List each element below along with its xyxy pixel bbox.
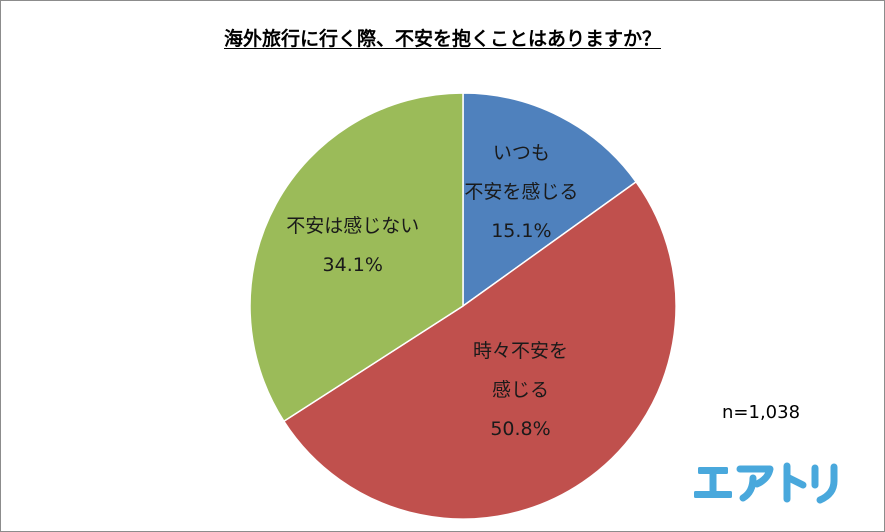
pie-slice-0-value-label: 15.1% <box>491 220 551 242</box>
pie-slice-2-category-label: 不安は感じない <box>286 215 419 237</box>
pie-slice-0-category-label: いつも <box>493 142 550 164</box>
pie-slice-1 <box>282 180 677 520</box>
sample-size-note: n=1,038 <box>722 402 801 423</box>
pie-slice-0 <box>462 92 638 308</box>
pie-slice-2 <box>249 92 464 423</box>
pie-slice-1-category-label: 感じる <box>492 379 549 401</box>
airtrip-logo <box>694 462 838 504</box>
chart-title: 海外旅行に行く際、不安を抱くことはありますか？ <box>0 24 885 51</box>
pie-slice-2-value-label: 34.1% <box>323 254 383 276</box>
pie-slice-0-category-label: 不安を感じる <box>464 181 578 203</box>
pie-slice-1-value-label: 50.8% <box>490 418 550 440</box>
chart-title-text: 海外旅行に行く際、不安を抱くことはありますか？ <box>223 28 661 50</box>
pie-slice-1-category-label: 時々不安を <box>473 340 568 362</box>
